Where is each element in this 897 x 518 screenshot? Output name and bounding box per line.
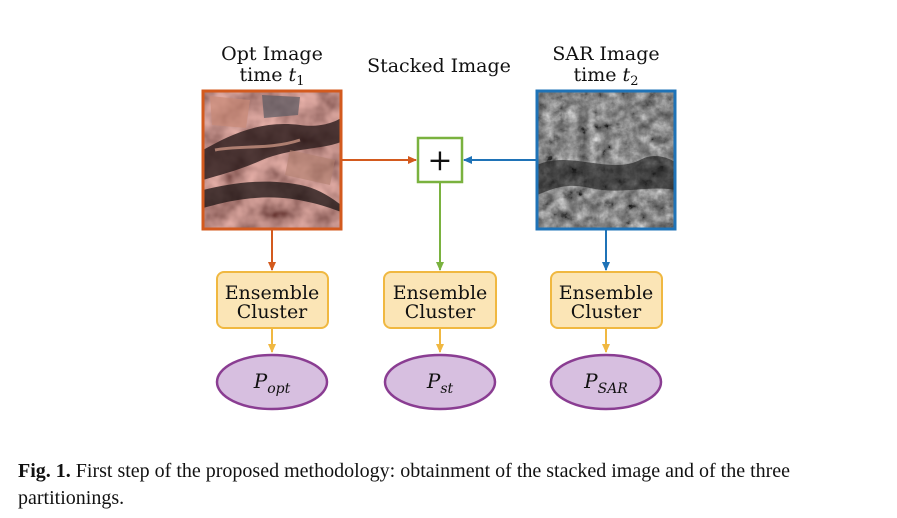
ensemble-cluster-stacked: Ensemble Cluster — [383, 271, 497, 329]
opt-image-time-label: time t1 — [240, 64, 305, 89]
cluster-label-line2: Cluster — [237, 301, 308, 323]
cluster-label-line1: Ensemble — [393, 282, 488, 304]
sar-image-time-label: time t2 — [574, 64, 639, 89]
cluster-label-line2: Cluster — [571, 301, 642, 323]
stacked-image-label: Stacked Image — [367, 55, 511, 77]
stack-node: + — [416, 136, 464, 184]
figure-caption-text: First step of the proposed methodology: … — [18, 460, 791, 509]
figure-caption-label: Fig. 1. — [18, 460, 71, 482]
partition-stacked: Pst — [383, 353, 497, 411]
methodology-diagram: Opt Image time t1 Stacked Image SAR Imag… — [201, 43, 677, 411]
partition-label: PSAR — [583, 369, 628, 397]
optical-image — [201, 89, 343, 231]
figure-caption: Fig. 1. First step of the proposed metho… — [18, 458, 883, 512]
ensemble-cluster-sar: Ensemble Cluster — [550, 271, 663, 329]
cluster-label-line1: Ensemble — [559, 282, 654, 304]
partition-sar: PSAR — [549, 353, 663, 411]
sar-image — [535, 89, 677, 231]
sar-image-label: SAR Image — [552, 43, 659, 65]
partition-label: Popt — [253, 369, 291, 397]
opt-image-label: Opt Image — [221, 43, 323, 65]
partition-opt: Popt — [215, 353, 329, 411]
cluster-label-line2: Cluster — [405, 301, 476, 323]
ensemble-cluster-opt: Ensemble Cluster — [216, 271, 329, 329]
cluster-label-line1: Ensemble — [225, 282, 320, 304]
partition-label: Pst — [426, 369, 454, 397]
stack-plus-symbol: + — [427, 143, 452, 178]
